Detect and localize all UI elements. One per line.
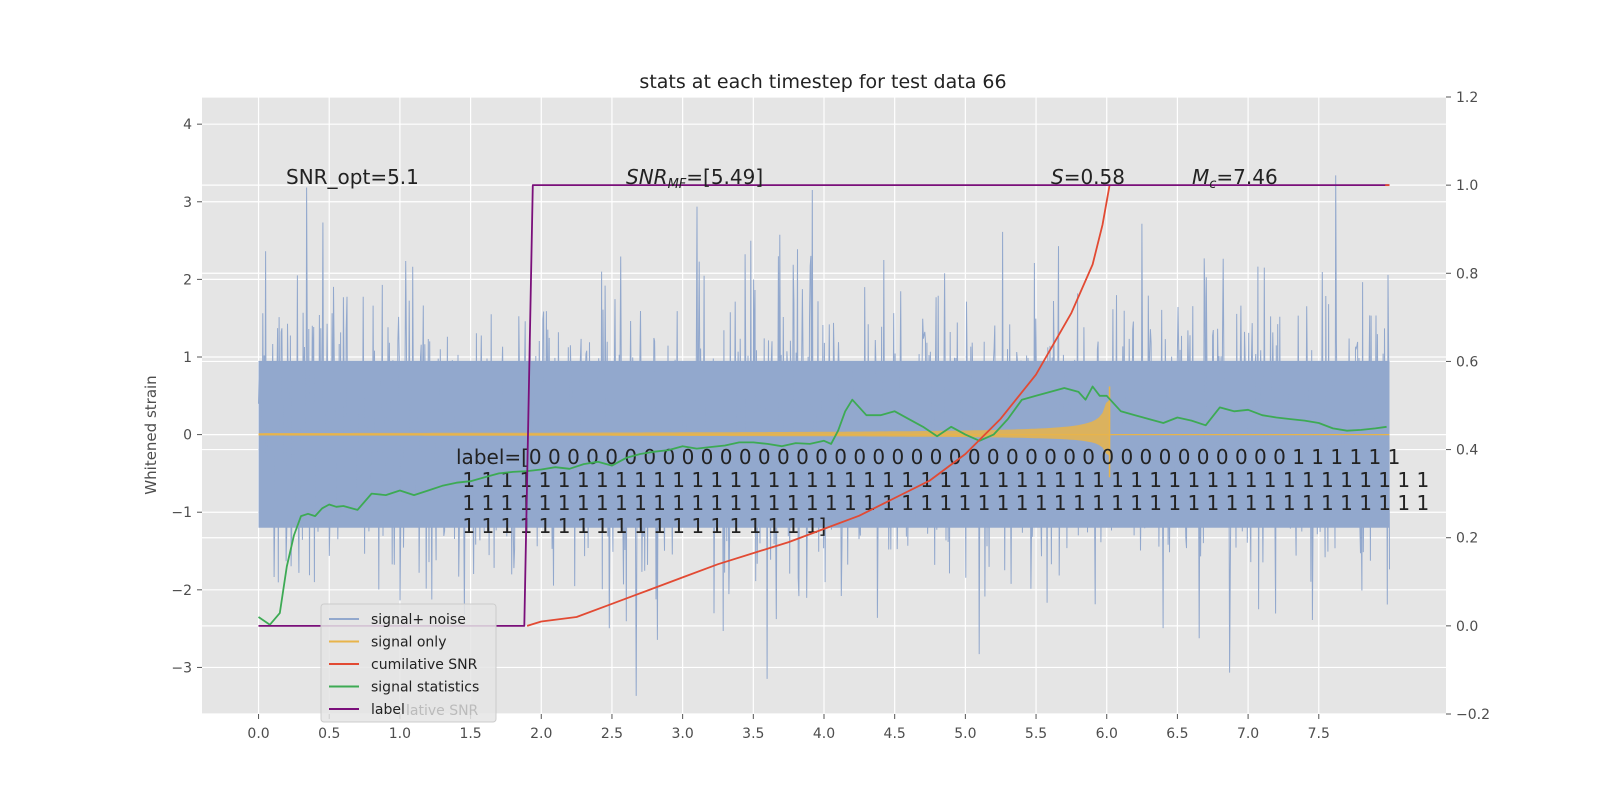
y-tick-label: −2: [171, 583, 192, 599]
y2-tick-label: 0.8: [1456, 266, 1478, 282]
y-axis-label: Whitened strain: [142, 375, 160, 494]
series-signal-plus-noise: [258, 175, 1390, 696]
legend-label: cumilative SNR: [371, 657, 478, 673]
x-tick-label: 2.0: [530, 726, 552, 742]
y2-tick-label: 0.2: [1456, 531, 1478, 547]
legend: lative SNR signal+ noise signal only cumila…: [320, 603, 497, 723]
y2-tick-label: 0.0: [1456, 619, 1478, 635]
mc-annotation: Mc=7.46: [1192, 165, 1278, 192]
x-tick-label: 0.0: [247, 726, 269, 742]
legend-label: signal only: [371, 635, 446, 651]
x-tick-label: 0.5: [318, 726, 340, 742]
y-tick-label: 4: [183, 117, 192, 133]
y-tick-label: 0: [183, 428, 192, 444]
line-cumulative-snr: [526, 184, 1111, 627]
x-tick-label: 1.5: [459, 726, 481, 742]
x-tick-label: 2.5: [601, 726, 623, 742]
y2-tick-label: −0.2: [1456, 707, 1490, 723]
legend-label: label: [371, 702, 405, 718]
series-signal-only: [258, 386, 1390, 478]
y-tick-label: 3: [183, 195, 192, 211]
x-tick-label: 4.0: [813, 726, 835, 742]
x-tick-label: 7.0: [1237, 726, 1259, 742]
snr-mf-annotation: SNRMF=[5.49]: [626, 165, 763, 192]
y2-tick-label: 0.6: [1456, 354, 1478, 370]
legend-overlap-text: lative SNR: [406, 703, 479, 719]
label-text-line: 1 1 1 1 1 1 1 1 1 1 1 1 1 1 1 1 1 1 1 1 …: [456, 491, 1429, 515]
chart-title: stats at each timestep for test data 66: [639, 71, 1006, 93]
x-tick-label: 6.5: [1166, 726, 1188, 742]
annotations: SNR_opt=5.1 SNRMF=[5.49] S=0.58 Mc=7.46: [286, 165, 1278, 192]
x-tick-label: 3.0: [672, 726, 694, 742]
x-tick-label: 4.5: [884, 726, 906, 742]
y2-tick-label: 0.4: [1456, 443, 1478, 459]
x-tick-label: 1.0: [389, 726, 411, 742]
legend-box: [320, 603, 497, 723]
x-tick-label: 6.0: [1096, 726, 1118, 742]
plot-content: [258, 175, 1390, 696]
y-tick-label: −1: [171, 505, 192, 521]
x-tick-label: 3.5: [742, 726, 764, 742]
y-tick-label: 1: [183, 350, 192, 366]
axis-ticks: 0.0 0.5 1.0 1.5 2.0 2.5 3.0 3.5 4.0 4.5 5.0 5.5 6.0 6…: [171, 90, 1490, 742]
line-signal-statistics: [257, 385, 1387, 626]
legend-label: signal+ noise: [371, 612, 466, 628]
legend-label: signal statistics: [371, 680, 479, 696]
label-text-line: label=[0 0 0 0 0 0 0 0 0 0 0 0 0 0 0 0 0…: [456, 445, 1400, 469]
s-annotation: S=0.58: [1051, 165, 1125, 189]
y-tick-label: −3: [171, 660, 192, 676]
x-tick-label: 7.5: [1308, 726, 1330, 742]
x-tick-label: 5.5: [1025, 726, 1047, 742]
y2-tick-label: 1.0: [1456, 178, 1478, 194]
x-tick-label: 5.0: [954, 726, 976, 742]
y2-tick-label: 1.2: [1456, 90, 1478, 106]
label-text-line: 1 1 1 1 1 1 1 1 1 1 1 1 1 1 1 1 1 1 1]: [456, 514, 826, 538]
snr-opt-annotation: SNR_opt=5.1: [286, 165, 419, 189]
noise-trace: [258, 175, 1390, 696]
y-tick-label: 2: [183, 272, 192, 288]
